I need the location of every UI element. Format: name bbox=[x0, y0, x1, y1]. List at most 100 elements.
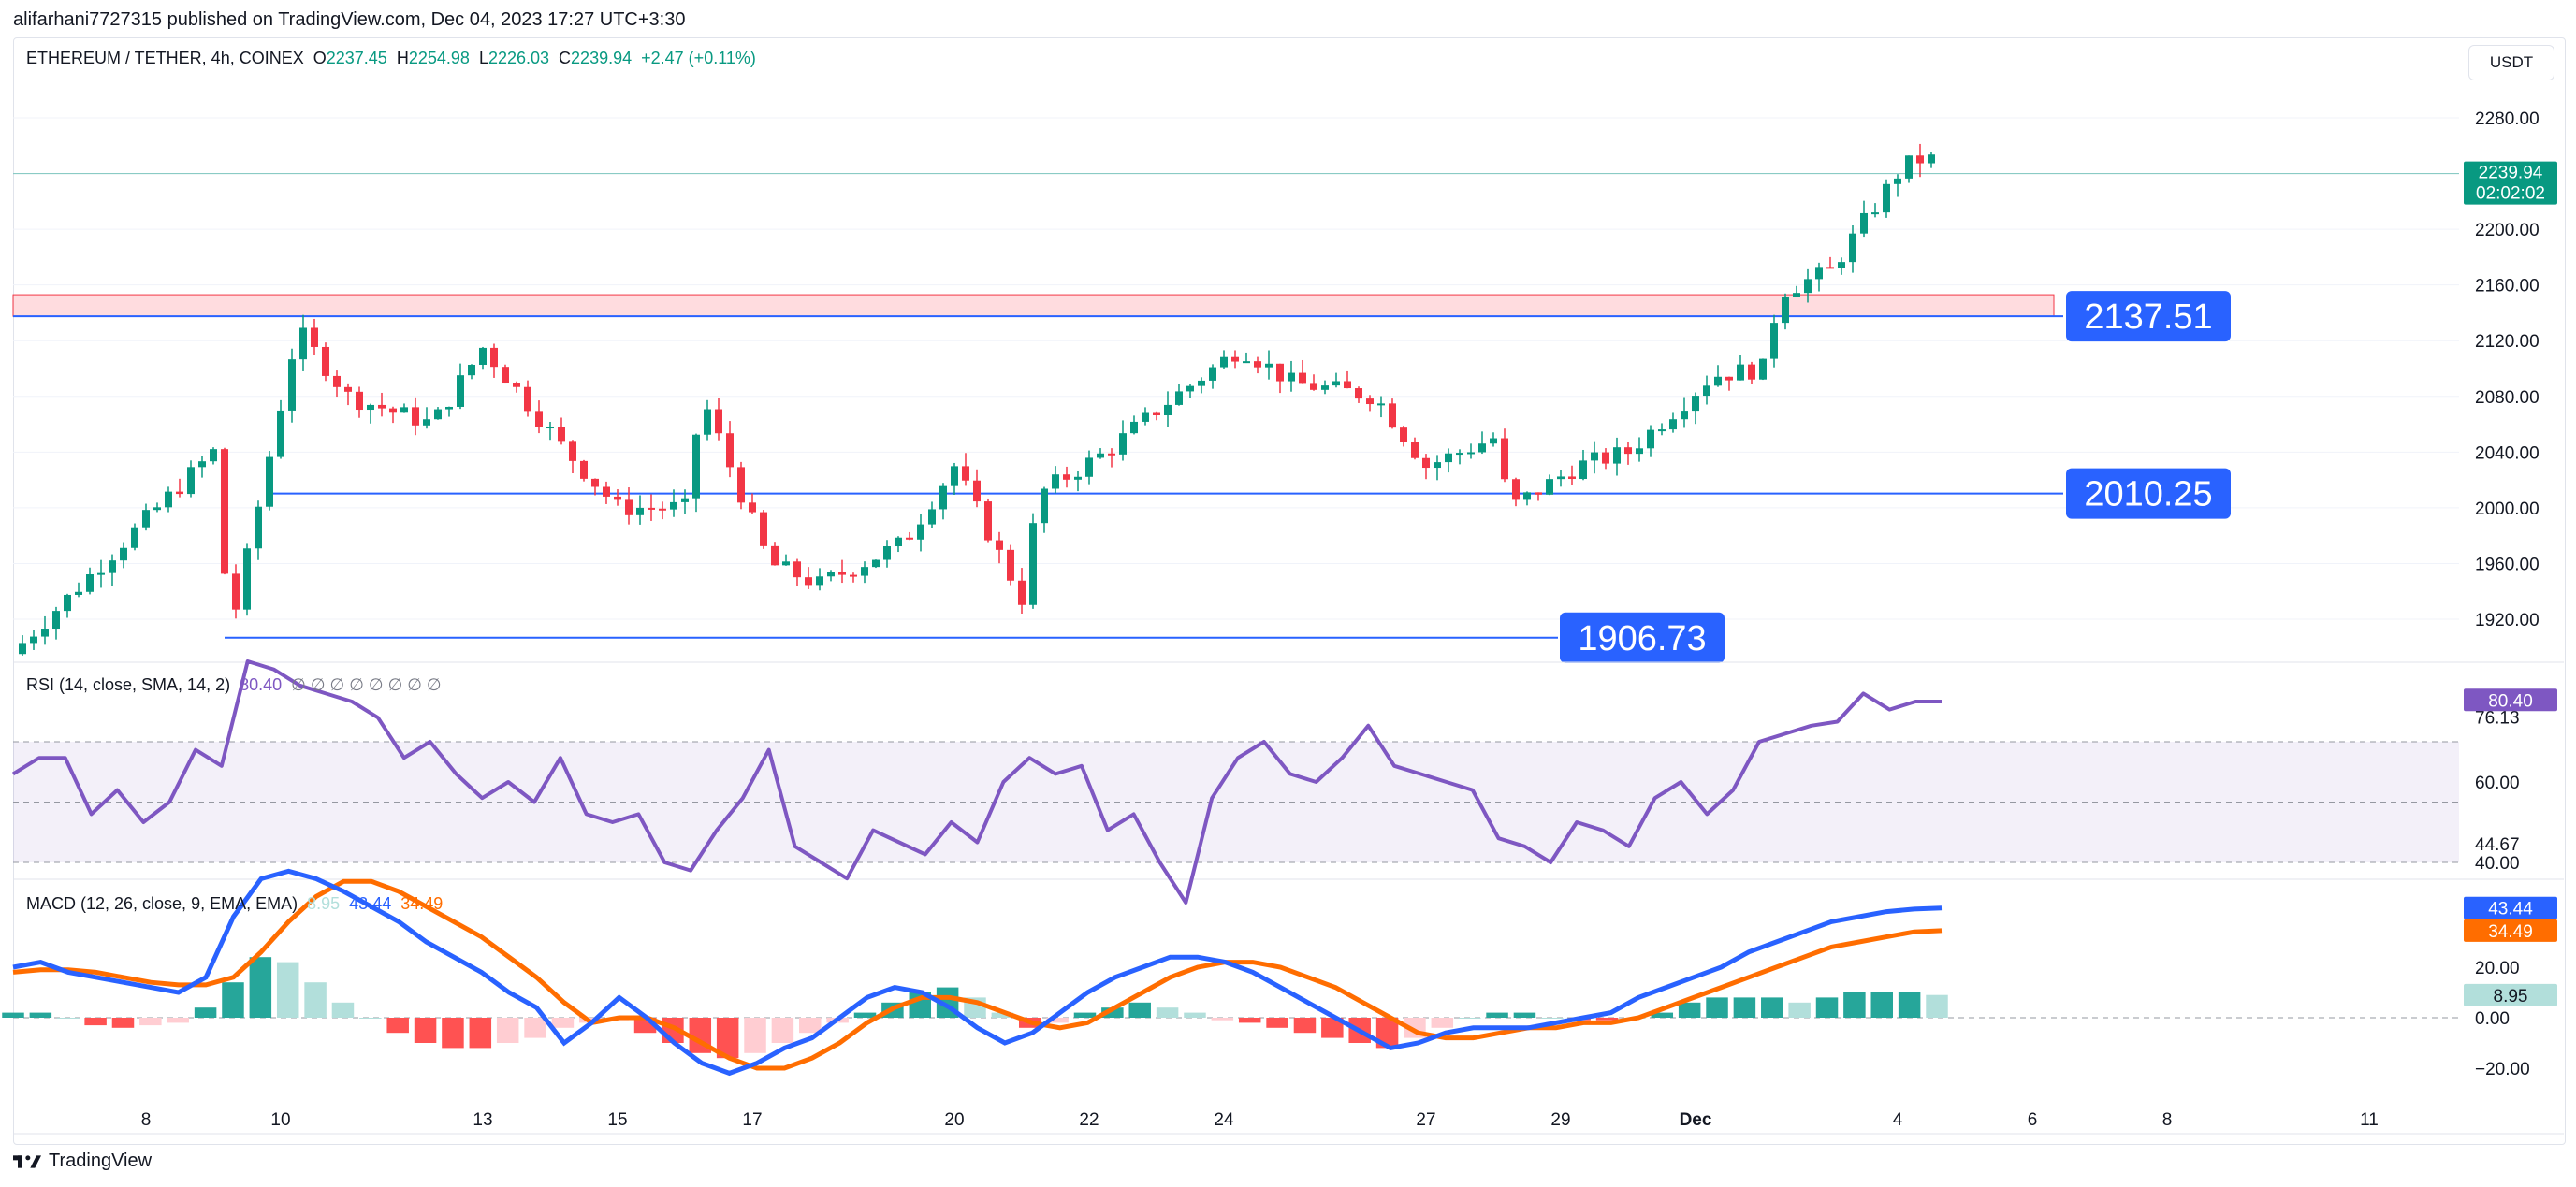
candle-body bbox=[558, 427, 565, 442]
price-axis-tick-label: 2000.00 bbox=[2475, 499, 2540, 519]
x-axis-tick-label: 11 bbox=[2360, 1110, 2379, 1130]
macd-histogram-bar bbox=[551, 1018, 575, 1028]
price-axis-tick-label: 2160.00 bbox=[2475, 277, 2540, 297]
macd-histogram-bar bbox=[1184, 1012, 1206, 1018]
candle-body bbox=[805, 577, 812, 586]
symbol-label[interactable]: ETHEREUM / TETHER, 4h, COINEX bbox=[26, 49, 304, 67]
candle-body bbox=[1344, 381, 1351, 389]
candle-body bbox=[367, 404, 374, 411]
candle-body bbox=[1366, 398, 1374, 405]
candle-body bbox=[378, 404, 386, 409]
macd-histogram-bar bbox=[111, 1018, 135, 1028]
x-axis-tick-label: 10 bbox=[270, 1110, 290, 1130]
currency-button[interactable]: USDT bbox=[2468, 45, 2554, 80]
candle-body bbox=[41, 629, 49, 637]
c-value: 2239.94 bbox=[571, 49, 633, 67]
o-value: 2237.45 bbox=[326, 49, 387, 67]
publisher-line: alifarhani7727315 published on TradingVi… bbox=[13, 9, 686, 30]
macd-line-value: 43.44 bbox=[349, 894, 392, 913]
macd-line bbox=[12, 868, 1943, 1077]
candle-body bbox=[1097, 453, 1104, 458]
candle-body bbox=[1815, 267, 1823, 280]
macd-histogram-bar bbox=[1458, 1018, 1481, 1019]
h-value: 2254.98 bbox=[408, 49, 470, 67]
macd-label[interactable]: MACD (12, 26, close, 9, EMA, EMA) bbox=[26, 894, 298, 913]
footer: TradingView bbox=[13, 1151, 152, 1172]
rsi-extra: ∅ ∅ ∅ ∅ ∅ ∅ ∅ ∅ bbox=[291, 675, 442, 694]
candle-body bbox=[1860, 212, 1868, 234]
macd-value-label: 43.44 bbox=[2488, 900, 2533, 919]
candle-body bbox=[1737, 364, 1744, 381]
last-price-label: 2239.94 bbox=[2479, 164, 2543, 183]
candle-body bbox=[648, 507, 655, 510]
footer-brand[interactable]: TradingView bbox=[49, 1151, 153, 1171]
candle-body bbox=[1894, 178, 1901, 184]
candle-body bbox=[1175, 391, 1183, 405]
candle-body bbox=[1658, 429, 1666, 432]
macd-histogram-bar bbox=[1651, 1012, 1674, 1018]
price-axis-tick-label: 2120.00 bbox=[2475, 332, 2540, 352]
candle-body bbox=[737, 467, 745, 503]
candle-body bbox=[1636, 448, 1643, 455]
candle-body bbox=[1793, 293, 1800, 297]
rsi-label[interactable]: RSI (14, close, SMA, 14, 2) bbox=[26, 675, 231, 694]
candle-body bbox=[1714, 376, 1722, 386]
l-label: L bbox=[478, 49, 488, 67]
macd-histogram-bar bbox=[386, 1018, 409, 1034]
candle-body bbox=[1299, 372, 1306, 384]
candle-body bbox=[1692, 396, 1699, 412]
candle-body bbox=[120, 547, 127, 561]
macd-histogram-bar bbox=[84, 1018, 107, 1026]
candle-body bbox=[389, 408, 397, 413]
candle-body bbox=[311, 327, 318, 347]
macd-histogram-bar bbox=[1595, 1018, 1619, 1021]
candle-body bbox=[299, 327, 307, 360]
x-axis-tick-label: 22 bbox=[1079, 1110, 1099, 1130]
macd-histogram-bar bbox=[1156, 1007, 1179, 1018]
macd-histogram-bar bbox=[331, 1002, 355, 1018]
candle-body bbox=[1703, 385, 1710, 397]
rsi-legend-value: 80.40 bbox=[240, 675, 283, 694]
candle-body bbox=[210, 449, 217, 462]
x-axis-tick-label: 13 bbox=[473, 1110, 492, 1130]
macd-histogram-bar bbox=[1266, 1018, 1288, 1028]
candle-body bbox=[726, 433, 734, 468]
h-label: H bbox=[396, 49, 409, 67]
candle-body bbox=[1759, 358, 1767, 380]
macd-histogram-bar bbox=[167, 1018, 189, 1023]
candle-body bbox=[850, 574, 857, 577]
macd-axis-tick-label: 20.00 bbox=[2475, 959, 2520, 978]
candle-body bbox=[1512, 479, 1520, 500]
candle-body bbox=[457, 375, 464, 407]
candle-body bbox=[30, 636, 37, 644]
candle-body bbox=[19, 643, 26, 655]
candle-body bbox=[603, 486, 610, 497]
candle-body bbox=[996, 540, 1003, 550]
candle-body bbox=[1647, 429, 1654, 449]
candle-body bbox=[1063, 474, 1070, 480]
tradingview-logo-icon bbox=[13, 1154, 41, 1168]
x-axis-tick-label: 24 bbox=[1214, 1110, 1234, 1130]
x-axis-tick-label: 20 bbox=[944, 1110, 964, 1130]
x-axis-tick-label: 4 bbox=[1893, 1110, 1903, 1130]
macd-histogram-bar bbox=[799, 1018, 822, 1034]
candle-body bbox=[1669, 419, 1677, 430]
x-axis-tick-label: 8 bbox=[141, 1110, 152, 1130]
x-axis-tick-label: 29 bbox=[1550, 1110, 1570, 1130]
candle-body bbox=[1928, 154, 1935, 164]
candle-body bbox=[1905, 155, 1913, 179]
macd-histogram-bar bbox=[1870, 992, 1894, 1018]
candle-body bbox=[1119, 433, 1127, 455]
macd-histogram-bar bbox=[1513, 1012, 1536, 1018]
candle-body bbox=[1321, 385, 1329, 390]
macd-histogram-bar bbox=[2, 1012, 24, 1018]
candle-body bbox=[1478, 443, 1486, 453]
candle-body bbox=[1523, 492, 1531, 500]
macd-histogram-bar bbox=[716, 1018, 739, 1059]
candle-body bbox=[1209, 367, 1216, 381]
candle-body bbox=[221, 449, 228, 574]
macd-histogram-bar bbox=[1293, 1018, 1317, 1034]
macd-histogram-bar bbox=[249, 957, 272, 1018]
candle-body bbox=[1546, 479, 1553, 495]
